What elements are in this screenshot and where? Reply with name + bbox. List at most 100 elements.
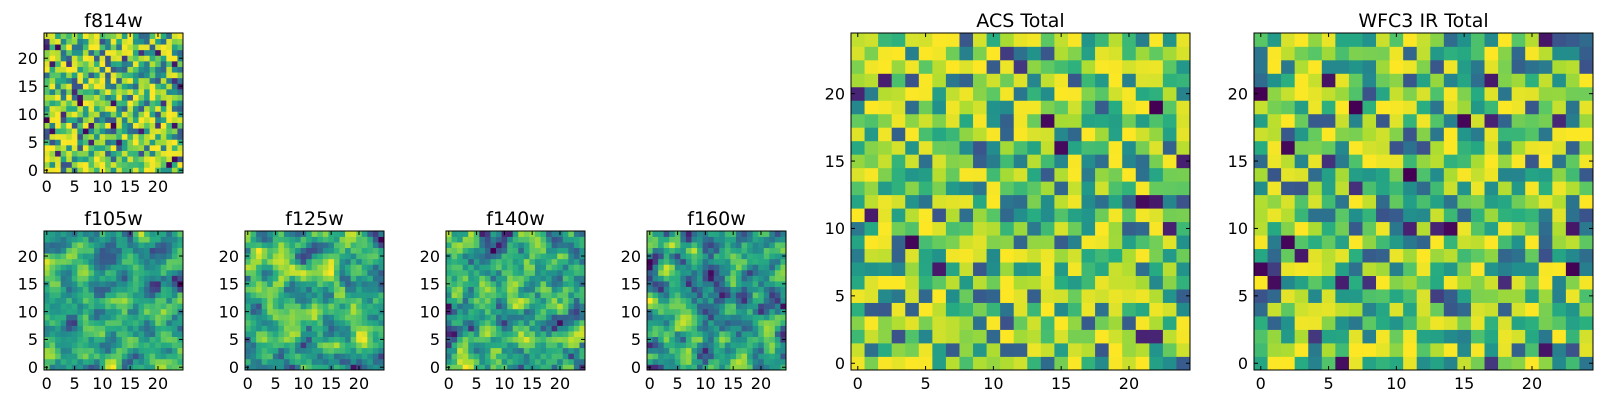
heatmap-cell	[1176, 262, 1191, 276]
heatmap-cell	[774, 364, 781, 371]
heatmap-cell	[311, 358, 318, 365]
heatmap-cell	[1013, 221, 1028, 236]
heatmap-cell	[473, 336, 480, 343]
heatmap-cell	[446, 325, 452, 332]
heatmap-cell	[1579, 343, 1594, 357]
heatmap-cell	[88, 364, 95, 371]
heatmap-cell	[44, 100, 50, 107]
heatmap-cell	[1027, 167, 1042, 182]
heatmap-cell	[708, 258, 715, 265]
heatmap-cell	[918, 59, 933, 74]
heatmap-cell	[138, 100, 145, 107]
heatmap-cell	[490, 297, 497, 304]
heatmap-cell	[1054, 329, 1069, 344]
heatmap-cell	[1538, 302, 1553, 317]
heatmap-cell	[905, 127, 920, 142]
heatmap-cell	[71, 319, 78, 326]
heatmap-cell	[121, 133, 128, 140]
heatmap-cell	[1122, 316, 1137, 330]
heatmap-cell	[149, 336, 156, 343]
heatmap-cell	[1162, 356, 1177, 371]
heatmap-cell	[446, 258, 452, 265]
heatmap-cell	[116, 156, 123, 163]
heatmap-cell	[1389, 329, 1404, 344]
heatmap-cell	[1040, 46, 1055, 61]
heatmap-cell	[546, 242, 552, 249]
heatmap-cell	[121, 111, 128, 118]
heatmap-cell	[121, 100, 128, 107]
heatmap-cell	[177, 358, 184, 365]
heatmap-cell	[77, 156, 84, 163]
x-tick-label: 5	[69, 374, 79, 393]
heatmap-cell	[512, 247, 519, 254]
heatmap-cell	[60, 331, 67, 337]
heatmap-cell	[864, 194, 879, 209]
heatmap-cell	[132, 353, 139, 360]
heatmap-cell	[457, 314, 464, 321]
heatmap-cell	[1362, 59, 1377, 74]
heatmap-cell	[697, 308, 703, 315]
heatmap-cell	[289, 242, 296, 249]
heatmap-cell	[155, 44, 162, 51]
heatmap-cell	[149, 38, 156, 45]
heatmap-cell	[356, 258, 363, 265]
heatmap-cell	[1040, 343, 1055, 357]
heatmap-cell	[283, 253, 290, 260]
heatmap-cell	[55, 231, 62, 237]
heatmap-cell	[1511, 208, 1526, 223]
heatmap-cell	[138, 105, 145, 112]
heatmap-cell	[702, 286, 709, 293]
heatmap-cell	[66, 264, 73, 271]
heatmap-cell	[378, 275, 385, 282]
heatmap-cell	[44, 44, 50, 51]
heatmap-cell	[451, 358, 458, 365]
heatmap-cell	[132, 94, 139, 101]
heatmap-cell	[166, 231, 173, 237]
heatmap-cell	[132, 139, 139, 146]
heatmap-cell	[138, 353, 145, 360]
heatmap-cell	[77, 33, 84, 39]
heatmap-cell	[149, 308, 156, 315]
heatmap-cell	[1149, 100, 1164, 115]
heatmap-cell	[669, 358, 676, 365]
heatmap-cell	[94, 358, 100, 365]
heatmap-cell	[77, 122, 84, 129]
heatmap-cell	[1565, 154, 1580, 169]
heatmap-cell	[534, 297, 541, 304]
heatmap-cell	[1281, 289, 1296, 303]
heatmap-cell	[691, 325, 698, 332]
heatmap-cell	[66, 358, 73, 365]
heatmap-cell	[160, 231, 167, 237]
heatmap-cell	[49, 49, 56, 56]
heatmap-cell	[680, 242, 687, 249]
heatmap-cell	[261, 275, 268, 282]
heatmap-cell	[918, 262, 933, 276]
heatmap-cell	[490, 242, 497, 249]
heatmap-cell	[1308, 73, 1323, 88]
heatmap-cell	[959, 194, 974, 209]
heatmap-cell	[127, 72, 134, 79]
heatmap-cell	[1457, 329, 1472, 344]
y-tick-label: 10	[420, 302, 440, 321]
heatmap-cell	[171, 139, 178, 146]
heatmap-cell	[507, 286, 514, 293]
heatmap-cell	[747, 314, 753, 321]
heatmap-cell	[523, 258, 530, 265]
heatmap-cell	[730, 264, 737, 271]
heatmap-cell	[1000, 167, 1015, 182]
heatmap-cell	[534, 331, 541, 337]
heatmap-cell	[82, 308, 89, 315]
heatmap-cell	[144, 308, 150, 315]
heatmap-cell	[82, 242, 89, 249]
heatmap-cell	[94, 105, 100, 112]
heatmap-cell	[345, 358, 351, 365]
heatmap-cell	[702, 353, 709, 360]
heatmap-cell	[573, 258, 580, 265]
heatmap-cell	[116, 297, 123, 304]
heatmap-cell	[529, 253, 536, 260]
heatmap-cell	[864, 127, 879, 142]
heatmap-cell	[669, 314, 676, 321]
heatmap-cell	[1294, 302, 1309, 317]
heatmap-cell	[110, 117, 117, 123]
heatmap-cell	[697, 264, 703, 271]
